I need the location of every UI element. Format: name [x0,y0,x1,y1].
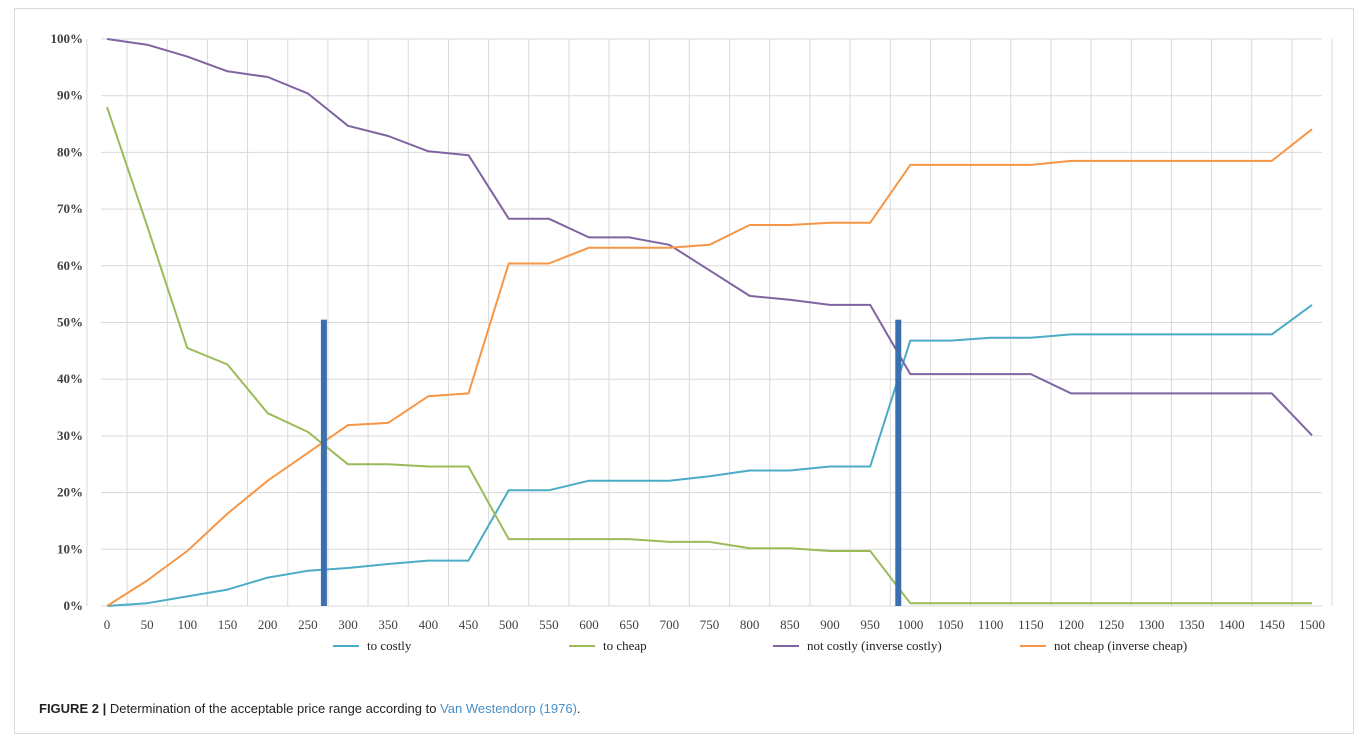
x-tick-label: 1050 [938,617,964,632]
y-tick-label: 50% [57,315,83,330]
series-lines [106,38,1313,607]
legend: to costly to cheap not costly (inverse cos… [333,638,1187,653]
x-tick-label: 900 [820,617,840,632]
range-marker-bar [320,319,327,606]
x-tick-label: 850 [780,617,800,632]
x-tick-label: 1300 [1138,617,1164,632]
x-tick-label: 150 [218,617,238,632]
price-range-markers [320,319,902,606]
y-tick-label: 90% [57,88,83,103]
caption-end: . [576,701,581,716]
y-tick-label: 10% [57,541,83,556]
x-axis-ticks: 0 50 100 150 200 250 300 350 400 450 500 550 600 650 7… [104,617,1325,632]
figure-label: FIGURE 2 | [39,701,107,716]
y-tick-label: 20% [57,485,83,500]
x-tick-label: 450 [459,617,479,632]
y-tick-label: 70% [57,201,83,216]
range-marker-bar [895,319,902,606]
series-line [106,38,1313,436]
series-line [106,128,1313,607]
x-tick-label: 200 [258,617,278,632]
x-tick-label: 700 [660,617,680,632]
figure-caption: FIGURE 2 | Determination of the acceptab… [39,701,581,716]
legend-label: not cheap (inverse cheap) [1054,638,1187,653]
legend-label: to cheap [603,638,647,653]
y-tick-label: 0% [64,598,84,613]
x-tick-label: 800 [740,617,760,632]
line-chart: 0% 10% 20% 30% 40% 50% 60% 70% 80% 90% 100% 0 50 100… [51,31,1333,653]
x-tick-label: 0 [104,617,111,632]
caption-text: Determination of the acceptable price ra… [109,701,437,716]
x-tick-label: 650 [619,617,639,632]
series-line [106,106,1312,605]
x-tick-label: 1150 [1018,617,1044,632]
y-axis-ticks: 0% 10% 20% 30% 40% 50% 60% 70% 80% 90% 100% [51,31,84,613]
y-tick-label: 100% [51,31,84,46]
series-line [106,304,1313,607]
x-tick-label: 1250 [1098,617,1124,632]
x-tick-label: 950 [860,617,880,632]
x-tick-label: 400 [419,617,439,632]
x-tick-label: 300 [338,617,358,632]
x-tick-label: 1200 [1058,617,1084,632]
x-tick-label: 550 [539,617,559,632]
x-tick-label: 750 [700,617,720,632]
legend-label: to costly [367,638,412,653]
figure-frame: 0% 10% 20% 30% 40% 50% 60% 70% 80% 90% 100% 0 50 100… [14,8,1354,734]
y-tick-label: 60% [57,258,83,273]
x-tick-label: 1350 [1179,617,1205,632]
x-tick-label: 250 [298,617,318,632]
caption-reference-link[interactable]: Van Westendorp (1976) [440,701,577,716]
legend-label: not costly (inverse costly) [807,638,942,653]
x-tick-label: 600 [579,617,599,632]
x-tick-label: 100 [178,617,198,632]
x-tick-label: 1500 [1299,617,1325,632]
x-tick-label: 1450 [1259,617,1285,632]
y-tick-label: 80% [57,144,83,159]
x-tick-label: 50 [141,617,154,632]
y-tick-label: 40% [57,371,83,386]
x-tick-label: 1100 [978,617,1004,632]
x-tick-label: 1400 [1219,617,1245,632]
y-tick-label: 30% [57,428,83,443]
x-tick-label: 1000 [897,617,923,632]
x-tick-label: 350 [378,617,398,632]
x-tick-label: 500 [499,617,519,632]
gridlines [86,38,1333,607]
